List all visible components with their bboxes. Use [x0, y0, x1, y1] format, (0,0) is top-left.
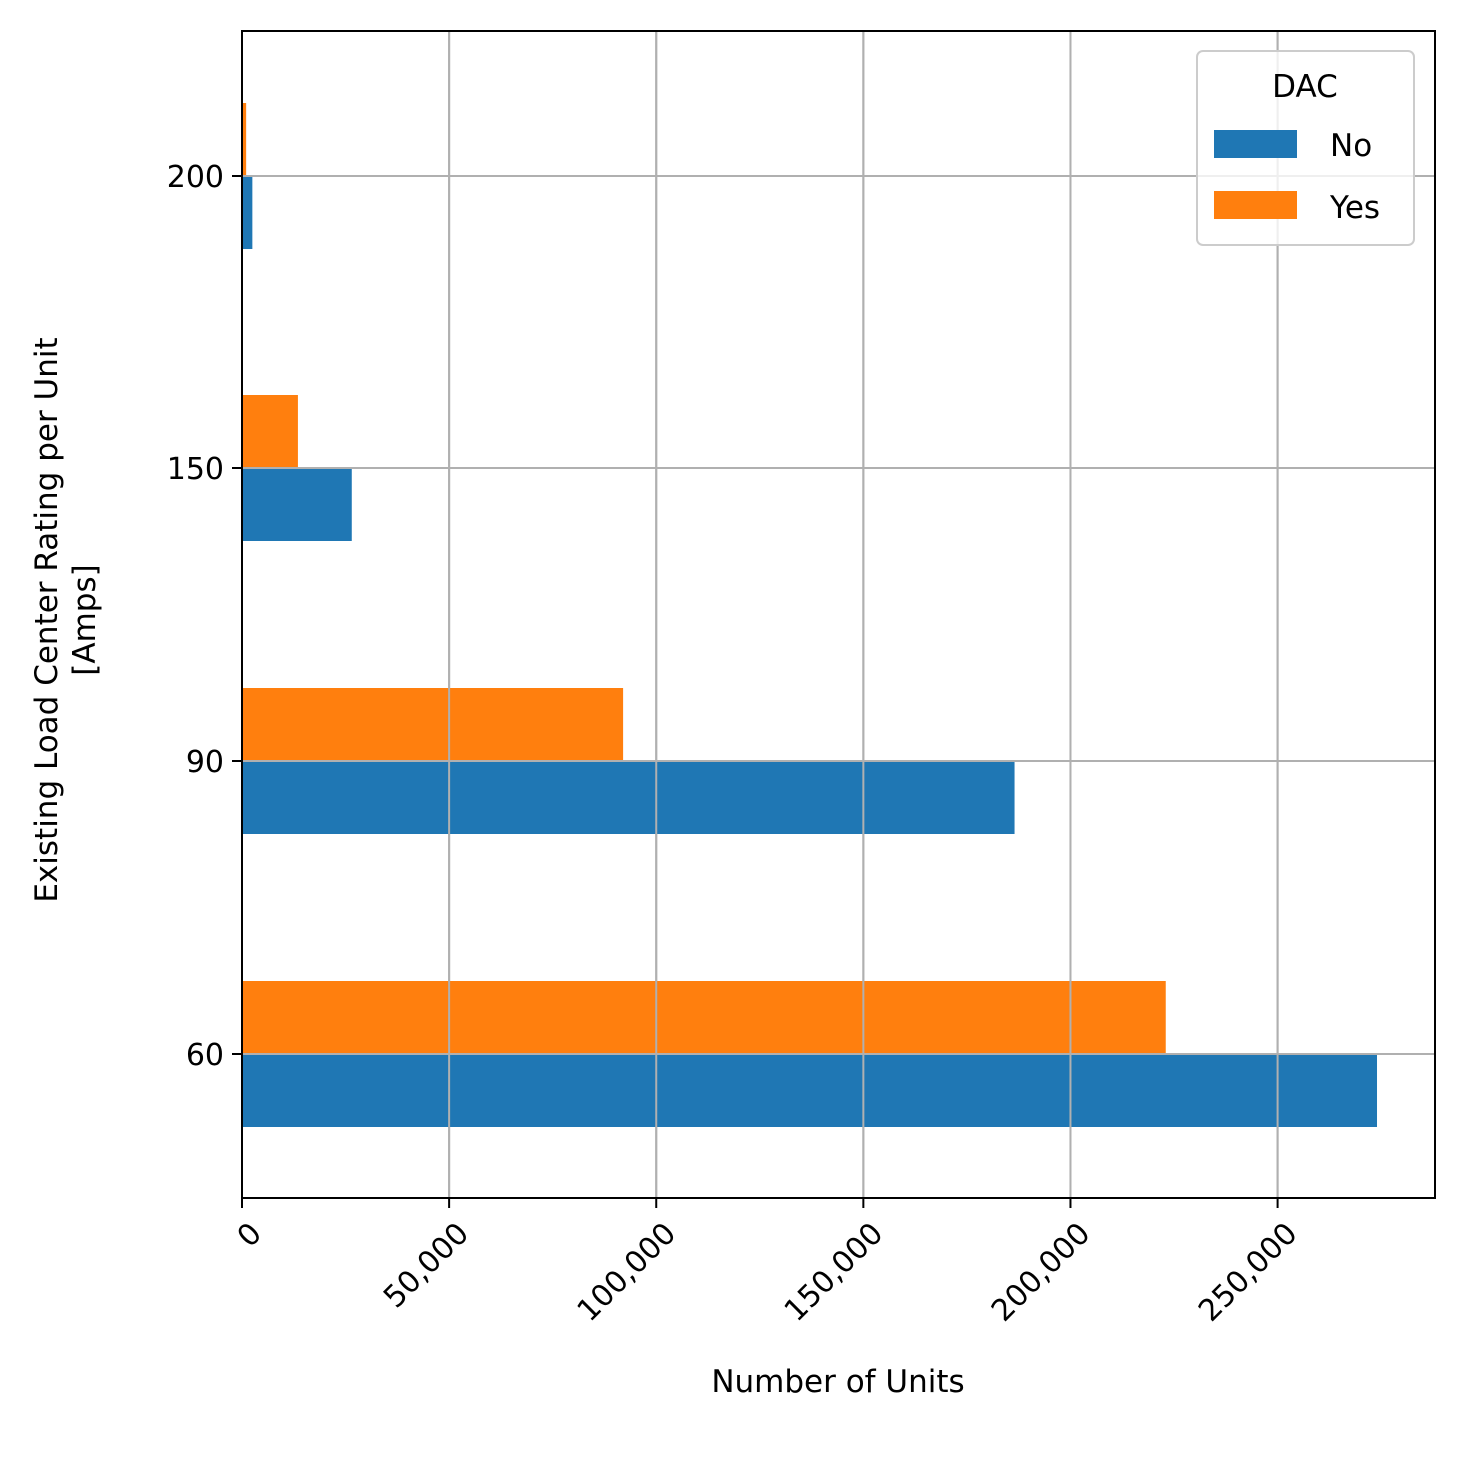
legend-swatch-no — [1214, 130, 1297, 158]
bar-no-200 — [242, 176, 253, 249]
legend-label-yes: Yes — [1329, 190, 1380, 226]
y-tick-label: 150 — [167, 452, 224, 487]
x-tick-label: 0 — [231, 1216, 269, 1254]
bar-no-150 — [242, 468, 352, 541]
bars — [242, 103, 1378, 1127]
bar-yes-60 — [242, 981, 1166, 1054]
x-tick-label: 150,000 — [778, 1216, 890, 1328]
y-axis-label: Existing Load Center Rating per Unit [Am… — [29, 337, 103, 902]
x-tick-label: 200,000 — [985, 1216, 1097, 1328]
legend-swatch-yes — [1214, 191, 1297, 219]
bar-no-90 — [242, 761, 1015, 834]
x-tick-label: 250,000 — [1192, 1216, 1304, 1328]
x-axis-ticks: 0 50,000 100,000 150,000 200,000 250,000 — [231, 1198, 1305, 1329]
y-tick-label: 60 — [186, 1038, 224, 1073]
x-tick-label: 50,000 — [377, 1216, 476, 1315]
bar-yes-150 — [242, 395, 298, 468]
y-axis-label-line-1: Existing Load Center Rating per Unit — [29, 337, 65, 902]
y-tick-label: 90 — [186, 745, 224, 780]
bar-yes-90 — [242, 688, 624, 761]
plot-frame — [241, 30, 1436, 1199]
bar-no-60 — [242, 1054, 1378, 1127]
bar-yes-200 — [242, 103, 247, 176]
y-tick-label: 200 — [167, 160, 224, 195]
x-axis-label: Number of Units — [711, 1364, 964, 1400]
y-axis-label-line-2: [Amps] — [67, 564, 103, 675]
legend-label-no: No — [1330, 128, 1372, 164]
legend-title: DAC — [1272, 69, 1338, 105]
x-tick-label: 100,000 — [571, 1216, 683, 1328]
y-axis-ticks: 60 90 150 200 — [167, 160, 242, 1073]
legend: DAC No Yes — [1196, 50, 1415, 246]
